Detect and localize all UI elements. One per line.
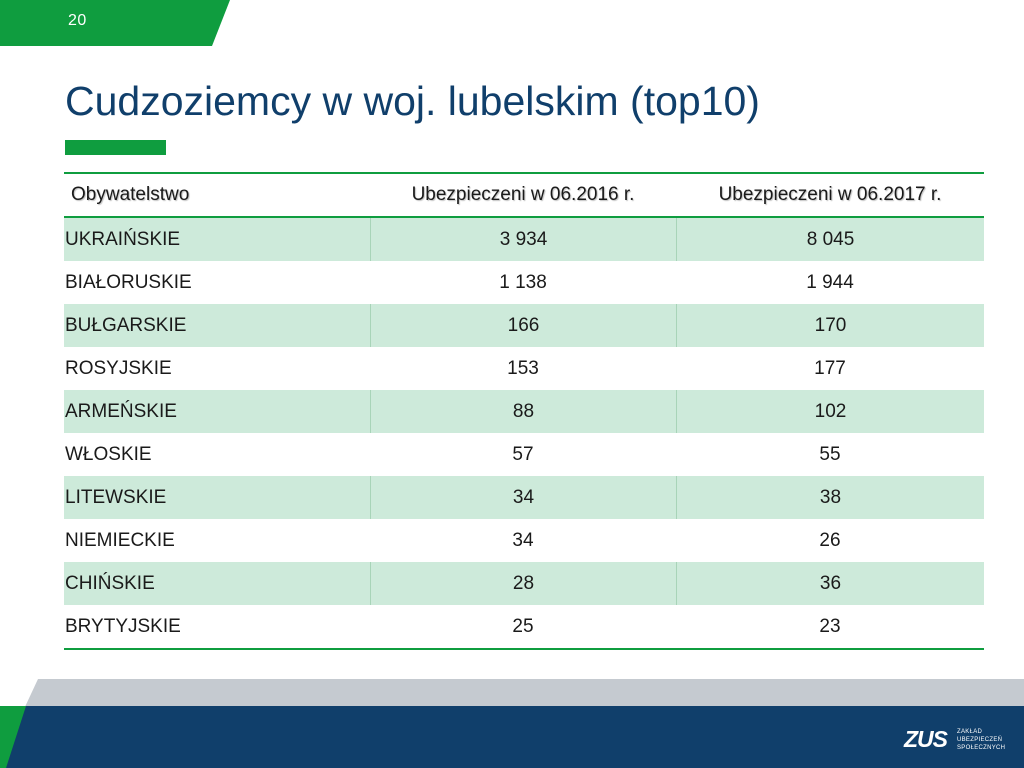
cell-citizenship: BRYTYJSKIE <box>65 615 181 637</box>
cell-insured-2017: 36 <box>676 562 984 605</box>
cell-insured-2017: 38 <box>676 476 984 519</box>
data-table: Obywatelstwo Ubezpieczeni w 06.2016 r. U… <box>64 172 984 650</box>
cell-insured-2016: 34 <box>512 529 534 551</box>
table-row: ARMEŃSKIE 88 102 <box>64 390 984 433</box>
zus-logo: ZUS ZAKŁAD UBEZPIECZEŃ SPOŁECZNYCH <box>904 726 1005 753</box>
cell-insured-2017: 8 045 <box>676 218 984 261</box>
table-row: LITEWSKIE 34 38 <box>64 476 984 519</box>
cell-insured-2016: 57 <box>512 443 534 465</box>
cell-citizenship: BIAŁORUSKIE <box>65 271 192 293</box>
cell-insured-2016: 1 138 <box>499 271 547 293</box>
zus-logo-mark: ZUS <box>904 726 948 752</box>
cell-insured-2017: 102 <box>676 390 984 433</box>
cell-insured-2017: 177 <box>814 357 846 379</box>
cell-citizenship: UKRAIŃSKIE <box>65 228 181 250</box>
cell-insured-2016: 28 <box>370 562 676 605</box>
cell-citizenship: LITEWSKIE <box>65 486 167 508</box>
cell-insured-2016: 34 <box>370 476 676 519</box>
cell-insured-2016: 166 <box>370 304 676 347</box>
cell-insured-2016: 25 <box>512 615 534 637</box>
cell-citizenship: BUŁGARSKIE <box>65 314 187 336</box>
table-row: NIEMIECKIE 34 26 <box>64 519 984 562</box>
cell-citizenship: ROSYJSKIE <box>65 357 172 379</box>
table-row: BRYTYJSKIE 25 23 <box>64 605 984 648</box>
cell-insured-2017: 170 <box>676 304 984 347</box>
cell-citizenship: CHIŃSKIE <box>65 572 155 594</box>
logo-line: UBEZPIECZEŃ <box>957 736 1003 743</box>
cell-insured-2016: 88 <box>370 390 676 433</box>
page-number: 20 <box>68 12 87 29</box>
footer-gray-band <box>24 679 1024 709</box>
cell-insured-2017: 1 944 <box>806 271 854 293</box>
header-citizenship: Obywatelstwo <box>71 184 190 205</box>
table-row: CHIŃSKIE 28 36 <box>64 562 984 605</box>
footer-navy-band <box>0 706 1024 768</box>
slide-title: Cudzoziemcy w woj. lubelskim (top10) <box>65 78 760 124</box>
cell-citizenship: ARMEŃSKIE <box>65 400 177 422</box>
page-number-tab <box>0 0 230 46</box>
header-insured-2016: Ubezpieczeni w 06.2016 r. <box>411 184 635 205</box>
logo-line: SPOŁECZNYCH <box>957 744 1006 751</box>
cell-insured-2016: 3 934 <box>370 218 676 261</box>
cell-insured-2016: 153 <box>507 357 539 379</box>
cell-citizenship: WŁOSKIE <box>65 443 152 465</box>
logo-line: ZAKŁAD <box>957 728 983 735</box>
zus-logo-text: ZAKŁAD UBEZPIECZEŃ SPOŁECZNYCH <box>957 728 1005 752</box>
cell-insured-2017: 23 <box>819 615 841 637</box>
cell-insured-2017: 55 <box>819 443 841 465</box>
header-insured-2017: Ubezpieczeni w 06.2017 r. <box>718 184 942 205</box>
table-row: ROSYJSKIE 153 177 <box>64 347 984 390</box>
table-row: WŁOSKIE 57 55 <box>64 433 984 476</box>
table-header-row: Obywatelstwo Ubezpieczeni w 06.2016 r. U… <box>64 174 984 218</box>
cell-citizenship: NIEMIECKIE <box>65 529 175 551</box>
table-row: BUŁGARSKIE 166 170 <box>64 304 984 347</box>
title-accent-bar <box>65 140 166 155</box>
table-row: BIAŁORUSKIE 1 138 1 944 <box>64 261 984 304</box>
cell-insured-2017: 26 <box>819 529 841 551</box>
table-row: UKRAIŃSKIE 3 934 8 045 <box>64 218 984 261</box>
